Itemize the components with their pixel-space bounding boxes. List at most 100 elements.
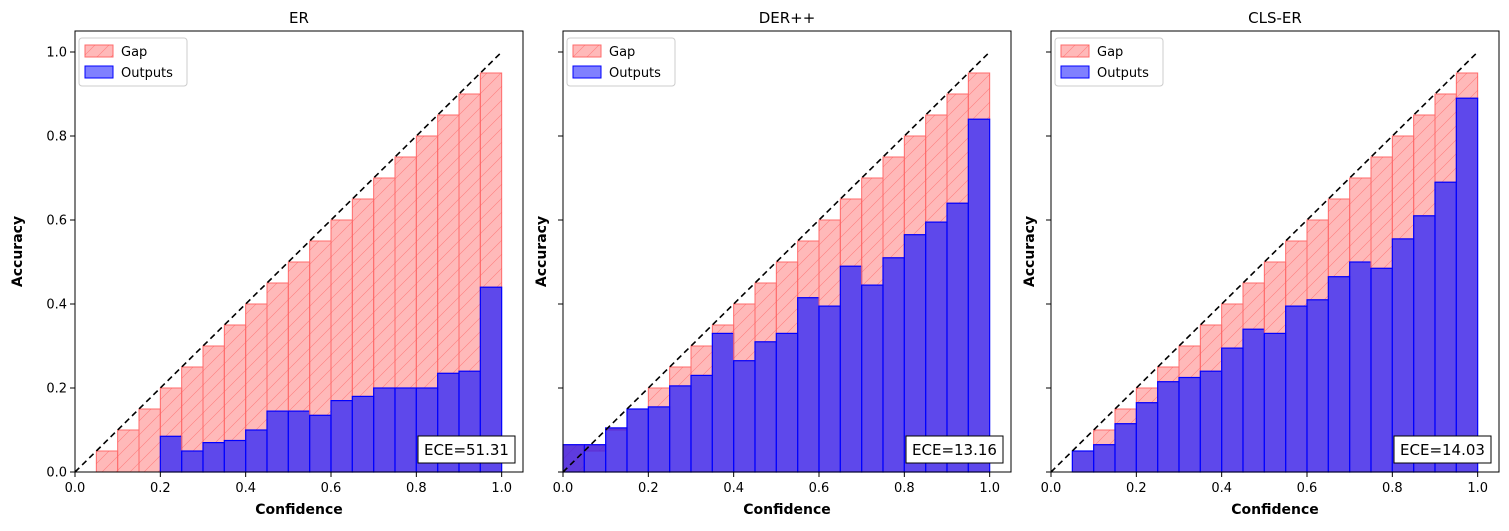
gap-bar-hatch [669,367,691,386]
y-tick-label: 0.2 [46,382,67,397]
output-bar [159,435,183,473]
gap-bar-hatch [288,262,310,412]
chart-panel-2: 0.0 0.2 0.4 0.6 0.8 1.0 DER++ Confidence Accurac… [534,9,1012,518]
y-axis-label: Accuracy [1022,216,1038,287]
x-tick-label: 0.4 [1211,481,1232,496]
output-bar [1455,97,1479,473]
output-bar [967,118,991,473]
gap-bar-hatch [712,325,734,334]
output-bar [1071,450,1095,473]
legend-gap-hatch [85,45,113,57]
x-axis-label: Confidence [255,502,343,518]
output-bar [266,410,289,473]
x-tick-label: 0.0 [1041,481,1062,496]
gap-bar-hatch [1392,136,1414,239]
output-bar [1306,299,1329,473]
gap-bar-hatch [1264,262,1286,334]
gap-bar-hatch [352,199,374,397]
ece-label: ECE=51.31 [424,441,509,459]
axes-frame [74,30,524,473]
gap-bar-hatch [797,241,819,298]
gap-bar-hatch [776,262,798,334]
output-bar [925,221,948,473]
output-bar [1242,328,1265,473]
output-bar [1413,215,1436,473]
gap-bar-hatch [1285,241,1307,307]
gap-bar-hatch [416,136,438,388]
gap-bar-hatch [331,220,353,401]
gap-bar-hatch [1456,73,1478,99]
output-bar [181,450,204,473]
y-tick-label: 0.0 [46,466,67,481]
output-bar [669,385,692,473]
output-bar [626,408,649,473]
gap-bar-hatch [395,157,417,388]
output-bar [309,414,332,473]
gap-bar-hatch [840,199,862,267]
gap-bar-hatch [1157,367,1179,382]
output-bar [1349,261,1372,473]
gap-bar-hatch [1200,325,1222,372]
gap-bar-hatch [947,94,969,204]
output-bar [605,427,628,473]
gap-bar-hatch [1328,199,1350,277]
output-bar [711,332,735,473]
output-bar [861,284,884,473]
chart-title: DER++ [759,9,816,27]
x-tick-label: 0.8 [894,481,915,496]
output-bar [1327,276,1351,473]
chart-title: CLS-ER [1248,9,1302,27]
x-tick-label: 0.8 [1382,481,1403,496]
output-bar [1263,332,1287,473]
legend-gap-label: Gap [609,45,635,60]
gap-bar-hatch [480,73,502,288]
y-tick-label: 0.6 [46,214,67,229]
gap-bar-hatch [904,136,926,235]
x-axis-label: Confidence [1231,502,1319,518]
gap-bar-hatch [267,283,289,412]
ece-box [905,435,1004,464]
axes-frame [1050,30,1500,473]
output-bar [647,406,671,473]
output-bar [733,360,756,473]
legend-gap-hatch [1061,45,1089,57]
gap-bar-hatch [968,73,990,120]
output-bar [1221,347,1244,473]
gap-bar-hatch [181,367,203,451]
chart-title: ER [289,9,309,27]
output-bar [1178,376,1201,473]
x-tick-label: 0.6 [321,481,342,496]
output-bar [1114,423,1137,473]
output-bar [1434,181,1457,473]
output-bar [1135,402,1159,473]
gap-bar-hatch [1221,304,1243,349]
x-tick-label: 1.0 [979,481,1000,496]
x-tick-label: 1.0 [491,481,512,496]
gap-bar-hatch [459,94,481,372]
output-bar [754,341,777,473]
gap-bar-hatch [691,346,713,376]
legend-outputs-swatch [84,65,114,79]
output-bar [373,387,396,473]
gap-bar-hatch [96,451,118,472]
output-bar [330,400,353,473]
legend-outputs-label: Outputs [1097,66,1149,81]
ece-box [1393,435,1492,464]
y-tick-label: 0.8 [46,130,67,145]
axes-frame [562,30,1012,473]
x-tick-label: 0.0 [553,481,574,496]
gap-bar-hatch [755,283,777,342]
chart-panel-3: 0.0 0.2 0.4 0.6 0.8 1.0 CLS-ER Confidence Accura… [1022,9,1500,518]
gap-bar-hatch [224,325,246,441]
y-axis-label: Accuracy [10,216,26,287]
legend-outputs-label: Outputs [609,66,661,81]
output-bar [1157,381,1180,473]
output-bar [1093,444,1116,473]
x-tick-label: 0.2 [638,481,659,496]
gap-bar-hatch [160,388,182,437]
output-bar [1199,370,1223,473]
x-tick-label: 0.6 [809,481,830,496]
gap-bar-hatch [883,157,905,258]
output-bar [223,439,247,473]
